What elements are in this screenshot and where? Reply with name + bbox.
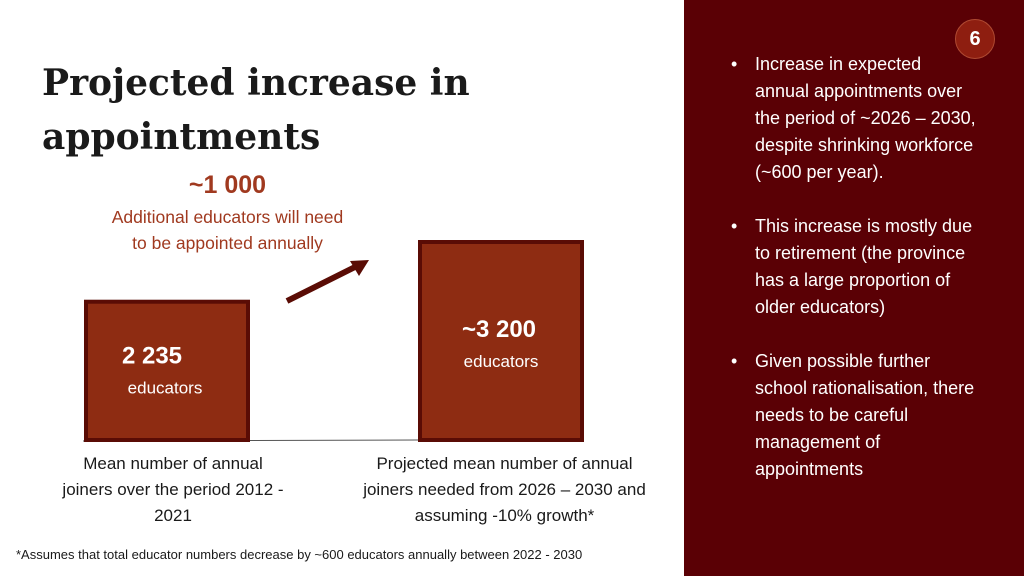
category-label-historical: Mean number of annual joiners over the p…: [62, 454, 284, 525]
bar-projected: [418, 240, 584, 442]
page-number-badge: 6: [955, 19, 995, 59]
footnote: *Assumes that total educator numbers dec…: [16, 547, 583, 562]
bar-chart: 2 235 educators ~3 200 educators: [82, 240, 584, 442]
slide-title: Projected increase in appointments: [42, 62, 470, 158]
key-point: Given possible further school rationalis…: [728, 348, 978, 483]
bar-historical: [84, 299, 250, 442]
callout-value: ~1 000: [188, 171, 267, 199]
callout-text: Additional educators will need to be app…: [111, 207, 344, 253]
key-point: This increase is mostly due to retiremen…: [728, 213, 978, 321]
key-points-list: Increase in expected annual appointments…: [728, 51, 978, 510]
bar-value-label: ~3 200: [462, 316, 536, 343]
main-panel: Projected increase in appointments ~1 00…: [16, 62, 646, 562]
bar-value-label: 2 235: [122, 343, 182, 370]
sidebar-panel: 6 Increase in expected annual appointmen…: [684, 0, 1024, 576]
increase-arrow: [285, 260, 369, 304]
bar-unit-label: educators: [464, 352, 539, 371]
increase-callout: ~1 000 Additional educators will need to…: [110, 168, 345, 256]
key-point: Increase in expected annual appointments…: [728, 51, 978, 186]
bar-unit-label: educators: [128, 379, 203, 398]
category-label-projected: Projected mean number of annual joiners …: [363, 454, 646, 525]
